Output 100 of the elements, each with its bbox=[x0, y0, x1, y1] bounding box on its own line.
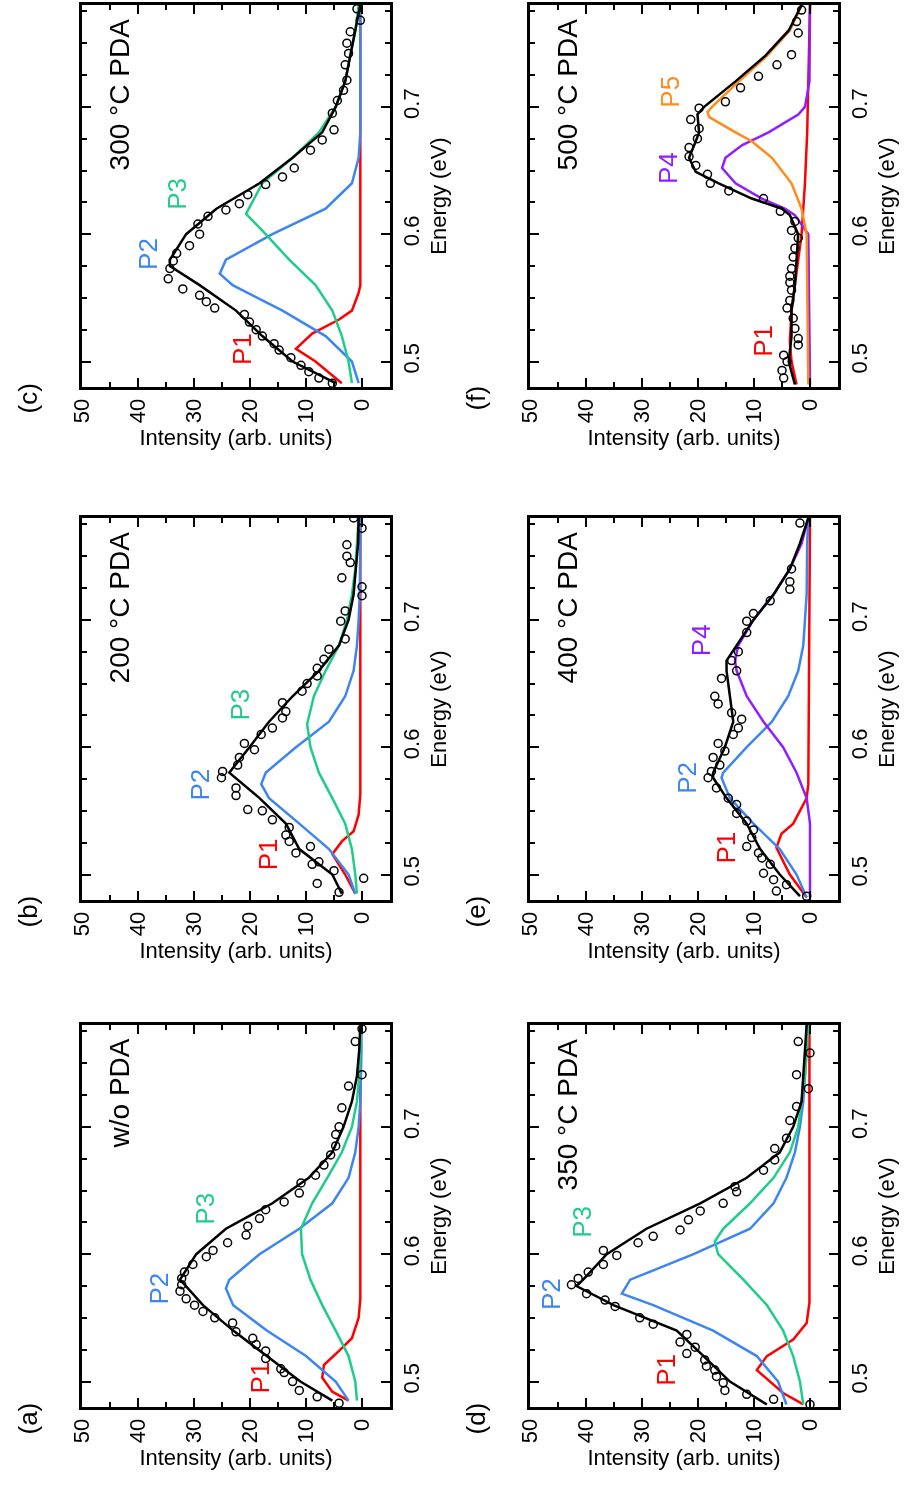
text: P1 bbox=[245, 1361, 276, 1394]
point bbox=[256, 729, 266, 740]
point bbox=[302, 678, 312, 689]
point bbox=[610, 1301, 620, 1312]
x-tick-label: 50 bbox=[517, 911, 543, 937]
point bbox=[327, 108, 338, 118]
point bbox=[781, 879, 792, 890]
point bbox=[179, 1267, 190, 1277]
point bbox=[193, 219, 203, 229]
point bbox=[296, 360, 306, 371]
point bbox=[600, 1295, 610, 1305]
text: P3 bbox=[190, 1192, 221, 1225]
point bbox=[648, 1231, 658, 1242]
x-tick-label: 30 bbox=[629, 1418, 655, 1444]
point bbox=[772, 60, 782, 70]
point bbox=[310, 1170, 321, 1180]
point bbox=[598, 1245, 609, 1256]
point bbox=[771, 886, 782, 896]
point bbox=[785, 277, 795, 288]
x-tick-label: 20 bbox=[685, 1418, 711, 1444]
x-tick-label: 20 bbox=[685, 398, 711, 424]
point bbox=[758, 868, 769, 879]
text: P1 bbox=[226, 333, 257, 366]
point bbox=[332, 95, 343, 106]
point bbox=[793, 333, 803, 344]
point bbox=[791, 1069, 802, 1080]
point bbox=[765, 859, 775, 870]
x-tick-label: 50 bbox=[69, 398, 95, 424]
point bbox=[781, 1133, 792, 1144]
text: P2 bbox=[535, 1278, 566, 1311]
point bbox=[357, 523, 367, 533]
point bbox=[234, 752, 245, 763]
x-tick-label: 0 bbox=[797, 1418, 823, 1432]
point bbox=[583, 1267, 593, 1277]
y-axis-title: Energy (eV) bbox=[426, 1157, 452, 1275]
point bbox=[793, 340, 803, 350]
point bbox=[692, 133, 703, 144]
point bbox=[778, 373, 789, 383]
x-tick-label: 0 bbox=[349, 398, 375, 412]
point bbox=[747, 832, 757, 843]
point bbox=[260, 1346, 271, 1356]
point bbox=[342, 38, 352, 48]
point bbox=[291, 848, 301, 858]
point bbox=[731, 808, 742, 819]
text: 500 °C PDA bbox=[551, 18, 583, 171]
y-tick-label: 0.7 bbox=[399, 88, 425, 119]
point bbox=[279, 1197, 289, 1207]
x-axis-title: Intensity (arb. units) bbox=[139, 938, 333, 964]
point bbox=[241, 1230, 251, 1240]
point bbox=[633, 1237, 643, 1248]
point bbox=[358, 873, 369, 884]
point bbox=[294, 1188, 305, 1198]
point bbox=[334, 887, 344, 898]
point bbox=[581, 1288, 592, 1299]
x-tick-label: 30 bbox=[181, 398, 207, 424]
point bbox=[244, 317, 255, 327]
point bbox=[720, 746, 730, 756]
x-axis-title: Intensity (arb. units) bbox=[139, 1445, 333, 1471]
point bbox=[335, 616, 346, 626]
point bbox=[287, 1376, 298, 1387]
point bbox=[710, 691, 720, 702]
point bbox=[683, 1215, 694, 1225]
text: P2 bbox=[672, 762, 703, 794]
point bbox=[324, 644, 334, 654]
point bbox=[221, 205, 231, 215]
point bbox=[695, 1206, 705, 1216]
point bbox=[699, 1355, 710, 1365]
point bbox=[741, 627, 752, 638]
point bbox=[682, 1348, 692, 1359]
point bbox=[723, 793, 733, 803]
text: 350 °C PDA bbox=[551, 1038, 583, 1191]
point bbox=[803, 1083, 814, 1094]
text: P4 bbox=[653, 152, 684, 185]
point bbox=[342, 75, 352, 85]
point bbox=[286, 352, 296, 363]
point bbox=[178, 284, 188, 294]
x-tick-label: 10 bbox=[293, 398, 319, 424]
y-tick-label: 0.5 bbox=[847, 342, 873, 374]
point bbox=[314, 373, 324, 383]
point bbox=[765, 596, 775, 606]
point bbox=[251, 324, 261, 335]
point bbox=[357, 1025, 367, 1034]
point bbox=[340, 606, 350, 616]
point bbox=[176, 1280, 187, 1290]
point bbox=[694, 123, 704, 134]
point bbox=[277, 713, 288, 723]
point bbox=[357, 582, 367, 592]
point bbox=[785, 584, 795, 595]
point bbox=[748, 608, 759, 619]
point bbox=[330, 1129, 341, 1140]
point bbox=[785, 271, 795, 281]
point bbox=[685, 114, 696, 125]
point bbox=[188, 1259, 198, 1270]
point bbox=[703, 773, 713, 783]
y-tick-label: 0.6 bbox=[847, 215, 873, 247]
point bbox=[782, 303, 792, 313]
point bbox=[267, 723, 278, 733]
point bbox=[175, 1286, 185, 1296]
point bbox=[217, 766, 228, 777]
point bbox=[208, 1245, 218, 1256]
